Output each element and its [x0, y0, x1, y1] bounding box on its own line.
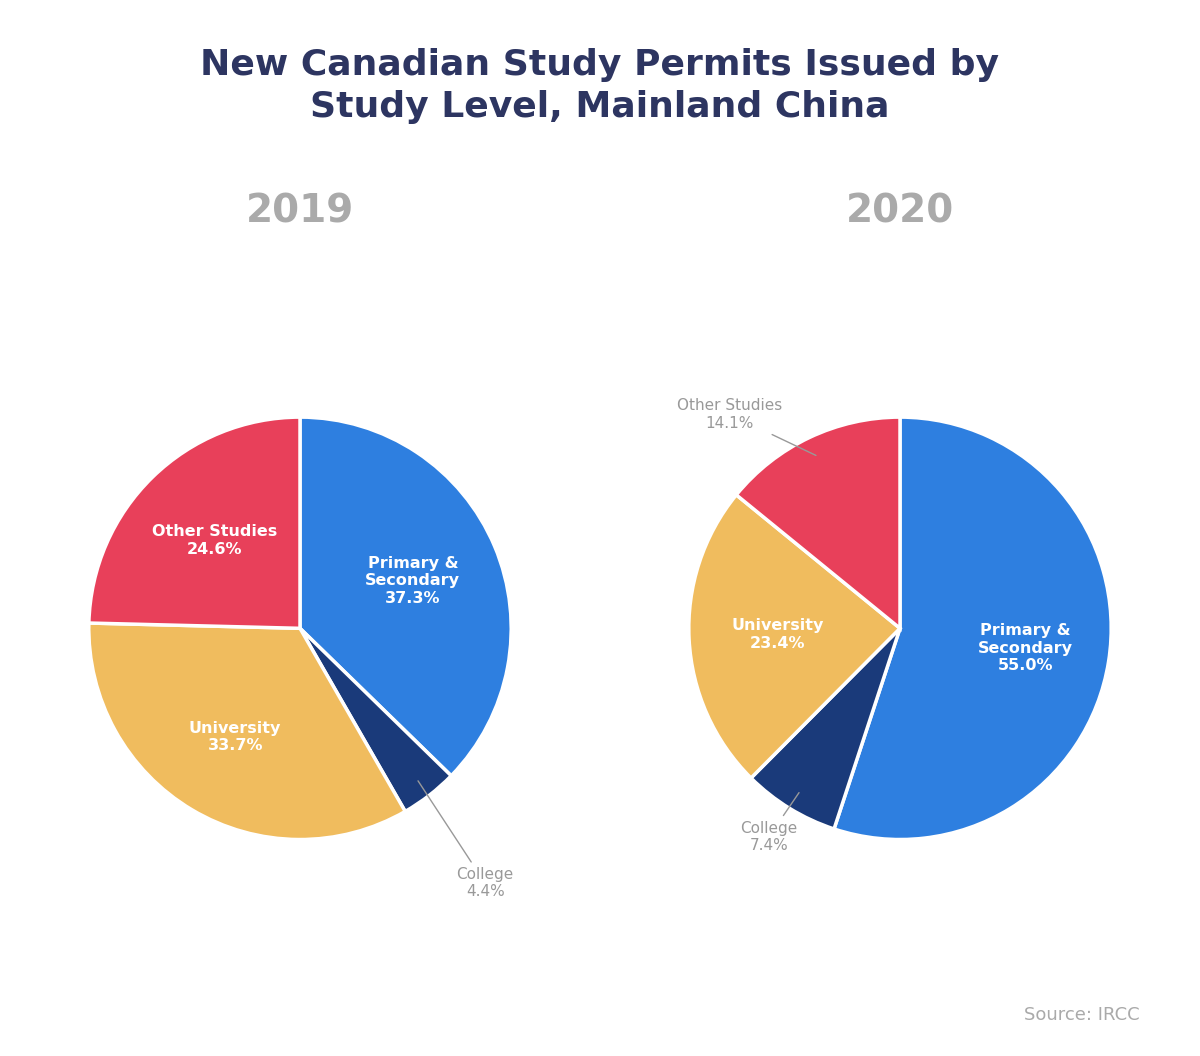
Text: Other Studies
24.6%: Other Studies 24.6%: [152, 525, 277, 557]
Wedge shape: [89, 623, 406, 840]
Wedge shape: [834, 417, 1111, 840]
Wedge shape: [751, 628, 900, 829]
Wedge shape: [737, 417, 900, 628]
Text: Primary &
Secondary
55.0%: Primary & Secondary 55.0%: [978, 623, 1073, 674]
Wedge shape: [300, 628, 451, 811]
Wedge shape: [89, 417, 300, 628]
Text: College
4.4%: College 4.4%: [418, 780, 514, 900]
Wedge shape: [300, 417, 511, 776]
Text: University
23.4%: University 23.4%: [732, 619, 824, 650]
Text: 2020: 2020: [846, 192, 954, 230]
Text: New Canadian Study Permits Issued by
Study Level, Mainland China: New Canadian Study Permits Issued by Stu…: [200, 48, 1000, 124]
Text: Source: IRCC: Source: IRCC: [1025, 1006, 1140, 1024]
Text: Primary &
Secondary
37.3%: Primary & Secondary 37.3%: [365, 555, 461, 606]
Wedge shape: [689, 495, 900, 778]
Text: Other Studies
14.1%: Other Studies 14.1%: [677, 398, 816, 455]
Text: 2019: 2019: [246, 192, 354, 230]
Text: University
33.7%: University 33.7%: [188, 721, 281, 753]
Text: College
7.4%: College 7.4%: [740, 793, 799, 853]
